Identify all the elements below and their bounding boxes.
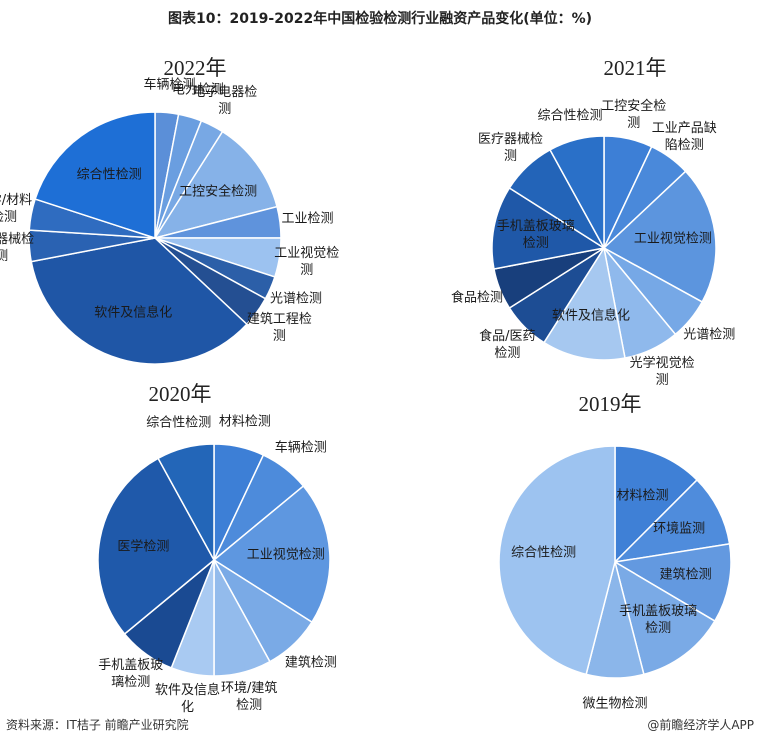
- pie-slice: [602, 170, 717, 303]
- pie-slice: [157, 443, 215, 561]
- pie-slice: [212, 485, 331, 624]
- slice-label: 环境/建筑检测: [220, 681, 278, 714]
- slice-label: 建筑工程检测: [246, 312, 312, 345]
- slice-label: 工控安全检测: [179, 184, 258, 200]
- slice-label: 工业产品缺陷检测: [651, 121, 717, 154]
- pie-title: 2019年: [578, 392, 642, 416]
- credit: @前瞻经济学人APP: [647, 718, 754, 732]
- slice-label: 光谱检测: [683, 327, 736, 343]
- pie-title: 2021年: [603, 56, 667, 80]
- slice-label: 软件及信息化: [94, 305, 173, 321]
- slice-label: 食品/医药检测: [479, 328, 536, 361]
- slice-label: 电子电器检测: [192, 85, 258, 118]
- slice-label: 软件及信息化: [154, 683, 220, 715]
- pie-slice: [614, 445, 699, 564]
- slice-label: 工控安全检测: [601, 98, 667, 131]
- slice-label: 综合性检测: [146, 415, 212, 431]
- slice-label: 工业视觉检测: [633, 231, 712, 247]
- slice-label: 微生物检测: [582, 696, 648, 712]
- pie-slice: [612, 478, 731, 564]
- slice-label: 医学/材料检测: [0, 193, 33, 226]
- slice-label: 电力检测: [171, 82, 224, 98]
- pie-slice: [34, 111, 156, 240]
- slice-label: 工业检测: [281, 211, 334, 227]
- slice-label: 医疗器械检测: [0, 231, 35, 264]
- slice-label: 工业视觉检测: [246, 547, 325, 563]
- slice-label: 光学视觉检测: [629, 355, 695, 388]
- pie-slice: [542, 245, 626, 361]
- pie-title: 2020年: [148, 382, 212, 406]
- slice-label: 医学检测: [117, 539, 170, 555]
- pie-slice: [612, 542, 732, 623]
- slice-label: 手机盖板玻璃检测: [619, 603, 698, 636]
- pie-slice: [549, 135, 605, 249]
- slice-label: 综合性检测: [76, 167, 142, 183]
- slice-label: 综合性检测: [537, 108, 603, 124]
- source: 资料来源：IT桔子 前瞻产业研究院: [6, 718, 189, 732]
- slice-label: 医疗器械检测: [477, 132, 543, 165]
- slice-label: 车辆检测: [274, 440, 327, 456]
- slice-label: 综合性检测: [511, 545, 577, 561]
- slice-label: 环境监测: [653, 521, 706, 537]
- pie-slice: [97, 457, 215, 635]
- pie-title: 2022年: [163, 56, 227, 80]
- slice-label: 材料检测: [218, 414, 271, 430]
- slice-label: 建筑检测: [284, 655, 337, 671]
- pie-slice: [491, 186, 607, 270]
- pie-slice: [153, 130, 278, 240]
- pie-slice: [30, 237, 248, 365]
- slice-label: 建筑检测: [659, 567, 712, 583]
- slice-label: 手机盖板玻璃检测: [98, 658, 164, 691]
- slice-label: 材料检测: [616, 488, 669, 504]
- slice-label: 食品检测: [450, 290, 503, 306]
- slice-label: 工业视觉检测: [274, 246, 340, 279]
- slice-label: 光谱检测: [270, 291, 323, 307]
- slice-label: 车辆检测: [143, 77, 196, 93]
- slice-label: 手机盖板玻璃检测: [496, 218, 575, 251]
- slice-label: 软件及信息化: [551, 308, 630, 324]
- pie-slice: [613, 560, 716, 676]
- pie-slice: [498, 445, 616, 676]
- main-title: 图表10：2019-2022年中国检验检测行业融资产品变化(单位：%): [167, 11, 593, 27]
